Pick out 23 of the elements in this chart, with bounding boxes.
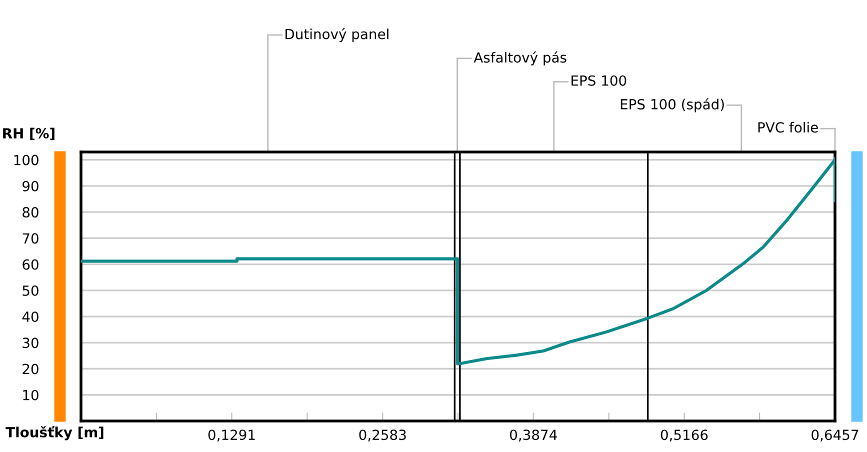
text: PVC folie [758, 122, 818, 133]
x-tick-label: 0,1291 [208, 430, 255, 442]
y-tick-label: 50 [22, 285, 38, 296]
y-axis-title: RH [%] [3, 128, 54, 140]
y-tick-label: 30 [22, 338, 38, 348]
x-tick-label: 0,6457 [812, 430, 858, 442]
x-tick-label: 0,2583 [359, 430, 406, 442]
y-tick-label: 70 [22, 233, 38, 244]
y-tick-label: 40 [22, 312, 38, 322]
text: EPS 100 (spád) [620, 98, 724, 112]
text: Dutinový panel [286, 28, 388, 42]
text: EPS 100 [572, 75, 626, 86]
y-tick-label: 20 [22, 364, 38, 374]
line-series [81, 157, 835, 366]
x-tick-label: 0,3874 [510, 430, 557, 442]
x-axis-title: Tloušťky [m] [6, 426, 104, 440]
y-tick-label: 80 [22, 207, 38, 218]
text: Asfaltový pás [474, 51, 566, 66]
x-tick-label: 0,5166 [660, 430, 708, 442]
y-tick-label: 60 [22, 259, 38, 270]
y-tick-label: 100 [14, 154, 38, 166]
y-tick-label: 10 [23, 390, 38, 400]
y-tick-label: 90 [22, 180, 38, 192]
